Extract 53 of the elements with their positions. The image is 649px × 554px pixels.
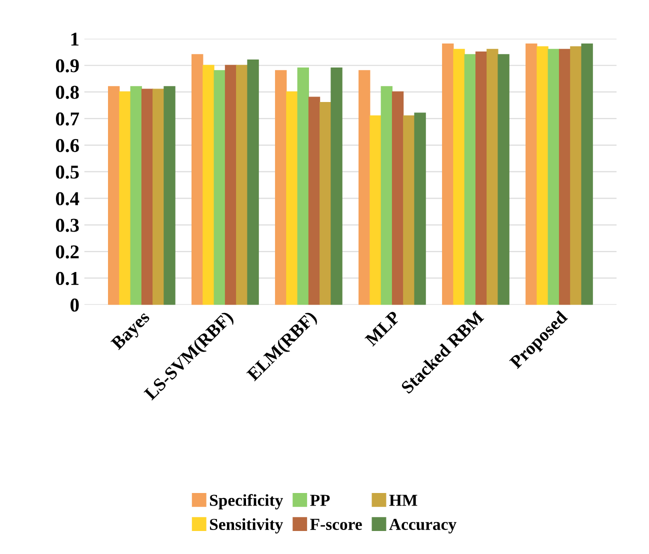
bar [526, 44, 538, 305]
bar [320, 102, 332, 305]
bar [414, 112, 426, 305]
bar [558, 48, 571, 305]
bar [130, 86, 142, 305]
y-tick-label: 0.2 [56, 245, 79, 259]
bar [141, 88, 154, 305]
bar [164, 86, 176, 305]
bar [236, 64, 248, 305]
bar [214, 70, 226, 305]
bar [403, 115, 415, 305]
y-tick-label: 1 [71, 32, 79, 46]
legend-label: PP [310, 494, 330, 506]
legend-label: Sensitivity [210, 518, 284, 534]
bar [152, 88, 164, 305]
legend-label: Specificity [210, 494, 284, 510]
y-tick-label: 0.3 [56, 218, 79, 232]
bar [370, 115, 382, 305]
bar [498, 54, 510, 305]
bar [108, 86, 120, 305]
y-tick-label: 0.1 [56, 272, 79, 286]
bar [358, 70, 370, 305]
bar [330, 67, 342, 305]
y-tick-label: 0.6 [56, 138, 79, 152]
bar [581, 44, 593, 305]
y-tick-label: 0.9 [56, 59, 79, 72]
bar [464, 54, 476, 305]
bar [536, 46, 548, 305]
y-tick-label: 0.4 [56, 192, 80, 206]
bar [192, 54, 204, 305]
bar [453, 48, 465, 305]
bar [442, 44, 454, 305]
legend-label: F-score [310, 518, 362, 530]
y-tick-label: 0.7 [56, 112, 80, 126]
bar [297, 67, 309, 305]
bar [224, 64, 237, 305]
bar [486, 48, 498, 305]
y-tick-label: 0.8 [56, 86, 79, 99]
legend-label: HM [389, 494, 418, 506]
y-tick-label: 0.5 [56, 166, 79, 179]
legend-label: Accuracy [389, 518, 456, 534]
y-tick-label: 0 [70, 298, 79, 312]
bar [119, 91, 131, 305]
bar [275, 70, 287, 305]
bar [286, 91, 298, 305]
bar [247, 60, 259, 305]
bar [548, 48, 560, 305]
bar [202, 64, 214, 305]
bar [475, 52, 488, 305]
bar [392, 91, 404, 305]
bar [570, 46, 582, 305]
bar [380, 86, 392, 305]
bar [308, 96, 320, 305]
